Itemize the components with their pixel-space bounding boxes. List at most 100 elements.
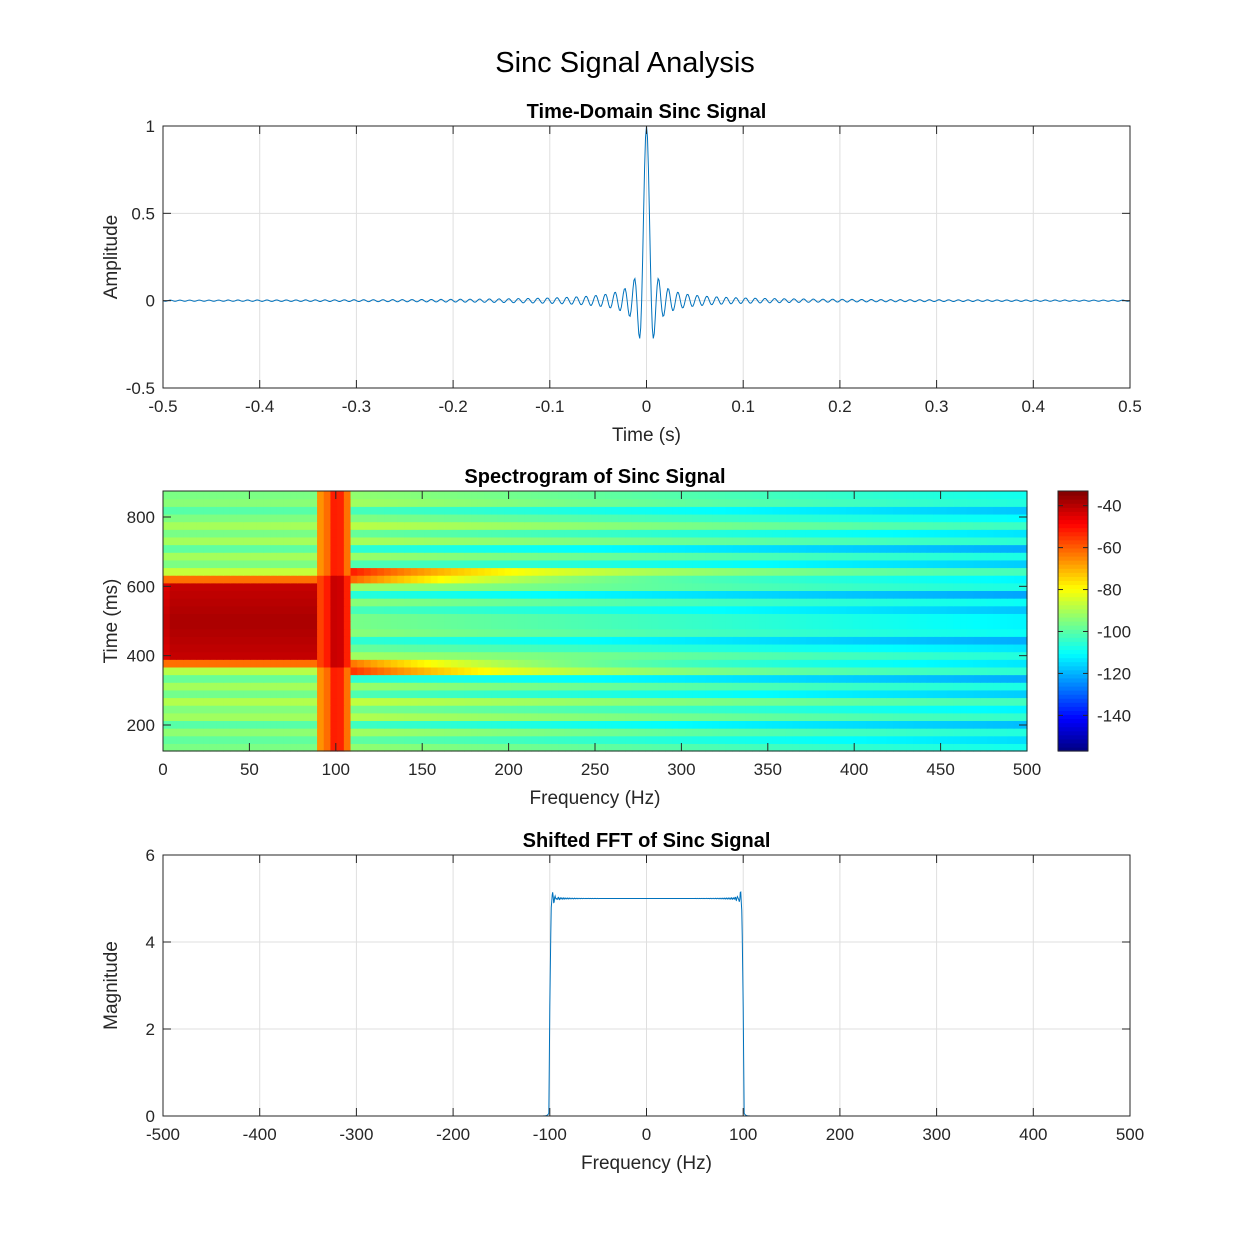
spectrogram-cell bbox=[886, 613, 894, 622]
spectrogram-cell bbox=[712, 521, 720, 530]
spectrogram-cell bbox=[946, 666, 954, 676]
spectrogram-cell bbox=[437, 735, 445, 744]
spectrogram-cell bbox=[538, 628, 546, 637]
spectrogram-cell bbox=[397, 613, 405, 622]
spectrogram-cell bbox=[879, 735, 887, 744]
spectrogram-cell bbox=[645, 628, 653, 637]
spectrogram-cell bbox=[625, 559, 633, 569]
spectrogram-cell bbox=[745, 613, 753, 622]
spectrogram-cell bbox=[618, 666, 626, 676]
spectrogram-cell bbox=[685, 728, 693, 737]
spectrogram-cell bbox=[651, 674, 660, 683]
spectrogram-cell bbox=[451, 659, 459, 668]
spectrogram-cell bbox=[752, 651, 760, 660]
spectrogram-cell bbox=[189, 666, 198, 676]
spectrogram-cell bbox=[451, 506, 459, 515]
spectrogram-cell bbox=[819, 689, 827, 699]
spectrogram-cell bbox=[812, 613, 820, 622]
spectrogram-cell bbox=[658, 682, 666, 691]
spectrogram-cell bbox=[377, 559, 385, 569]
colorbar-segment bbox=[1058, 543, 1088, 549]
spectrogram-cell bbox=[189, 536, 198, 546]
spectrogram-cell bbox=[765, 491, 774, 500]
spectrogram-cell bbox=[591, 705, 599, 714]
spectrogram-cell bbox=[698, 666, 707, 676]
spectrogram-cell bbox=[410, 712, 419, 722]
spectrogram-cell bbox=[926, 613, 934, 622]
spectrogram-cell bbox=[672, 498, 680, 507]
spectrogram-cell bbox=[986, 621, 995, 630]
spectrogram-cell bbox=[605, 567, 613, 576]
spectrogram-cell bbox=[370, 621, 378, 630]
spectrogram-cell bbox=[283, 636, 291, 645]
spectrogram-cell bbox=[980, 666, 988, 676]
spectrogram-cell bbox=[270, 491, 278, 500]
spectrogram-cell bbox=[437, 590, 445, 599]
spectrogram-cell bbox=[377, 659, 385, 668]
spectrogram-cell bbox=[598, 544, 606, 553]
spectrogram-cell bbox=[209, 613, 218, 622]
spectrogram-cell bbox=[424, 651, 432, 660]
spectrogram-cell bbox=[176, 659, 184, 668]
spectrogram-cell bbox=[564, 682, 573, 691]
spectrogram-cell bbox=[611, 666, 620, 676]
spectrogram-cell bbox=[471, 697, 479, 706]
spectrogram-cell bbox=[893, 605, 901, 614]
spectrogram-cell bbox=[645, 529, 653, 538]
spectrogram-cell bbox=[879, 498, 887, 507]
spectrogram-cell bbox=[451, 529, 459, 538]
spectrogram-cell bbox=[718, 613, 727, 622]
spectrogram-cell bbox=[330, 743, 338, 752]
spectrogram-cell bbox=[672, 544, 680, 553]
spectrogram-cell bbox=[665, 491, 673, 500]
spectrogram-cell bbox=[980, 529, 988, 538]
spectrogram-cell bbox=[899, 544, 908, 553]
spectrogram-cell bbox=[216, 743, 224, 752]
spectrogram-cell bbox=[250, 682, 258, 691]
spectrogram-cell bbox=[491, 674, 499, 683]
spectrogram-cell bbox=[584, 552, 593, 561]
spectrogram-cell bbox=[437, 651, 445, 660]
spectrogram-cell bbox=[651, 536, 660, 546]
spectrogram-cell bbox=[404, 705, 412, 714]
spectrogram-cell bbox=[397, 498, 405, 507]
spectrogram-cell bbox=[444, 743, 452, 752]
spectrogram-cell bbox=[343, 743, 352, 752]
spectrogram-cell bbox=[725, 636, 733, 645]
spectrogram-cell bbox=[899, 697, 908, 706]
spectrogram-cell bbox=[350, 621, 358, 630]
spectrogram-cell bbox=[960, 712, 968, 722]
spectrogram-cell bbox=[517, 735, 526, 744]
spectrogram-cell bbox=[591, 628, 599, 637]
spectrogram-cell bbox=[243, 689, 251, 699]
spectrogram-cell bbox=[618, 697, 626, 706]
spectrogram-cell bbox=[1006, 628, 1015, 637]
spectrogram-cell bbox=[551, 513, 559, 523]
spectrogram-cell bbox=[350, 559, 358, 569]
spectrogram-cell bbox=[993, 529, 1001, 538]
spectrogram-cell bbox=[504, 552, 512, 561]
spectrogram-cell bbox=[866, 513, 874, 523]
spectrogram-cell bbox=[872, 636, 881, 645]
spectrogram-cell bbox=[739, 621, 747, 630]
spectrogram-cell bbox=[169, 636, 177, 645]
spectrogram-cell bbox=[765, 598, 774, 607]
spectrogram-cell bbox=[980, 605, 988, 614]
spectrogram-cell bbox=[290, 720, 298, 729]
spectrogram-cell bbox=[477, 567, 486, 576]
spectrogram-cell bbox=[497, 628, 506, 637]
spectrogram-cell bbox=[618, 705, 626, 714]
spectrogram-cell bbox=[665, 605, 673, 614]
spectrogram-cell bbox=[564, 712, 573, 722]
spectrogram-cell bbox=[323, 598, 332, 607]
spectrogram-cell bbox=[960, 552, 968, 561]
spectrogram-cell bbox=[430, 567, 439, 576]
spectrogram-cell bbox=[899, 621, 908, 630]
spectrogram-cell bbox=[551, 697, 559, 706]
spectrogram-cell bbox=[1006, 666, 1015, 676]
spectrogram-cell bbox=[176, 674, 184, 683]
spectrogram-cell bbox=[933, 674, 941, 683]
spectrogram-cell bbox=[759, 559, 767, 569]
spectrogram-cell bbox=[625, 605, 633, 614]
spectrogram-cell bbox=[765, 559, 774, 569]
